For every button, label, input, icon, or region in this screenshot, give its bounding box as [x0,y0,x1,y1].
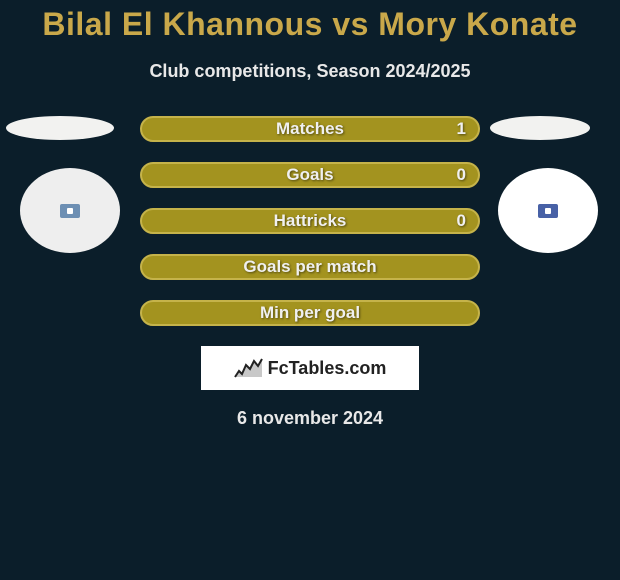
flag-icon [538,204,558,218]
stat-bar-value: 0 [457,165,466,185]
stat-bar-label: Min per goal [260,303,360,323]
flag-inner-icon [67,208,73,214]
stat-bar-value: 0 [457,211,466,231]
stat-bar: Matches 1 [140,116,480,142]
comparison-stage: Matches 1 Goals 0 Hattricks 0 Goals per match M… [0,116,620,429]
stat-bar: Goals 0 [140,162,480,188]
player-right-badge [498,168,598,253]
player-right-ellipse [490,116,590,140]
stat-bar: Goals per match [140,254,480,280]
date-label: 6 november 2024 [0,408,620,429]
stat-bar-label: Matches [276,119,344,139]
stat-bar-label: Hattricks [274,211,347,231]
stat-bar: Hattricks 0 [140,208,480,234]
stat-bar: Min per goal [140,300,480,326]
stat-bars: Matches 1 Goals 0 Hattricks 0 Goals per match M… [140,116,480,326]
flag-icon [60,204,80,218]
stat-bar-label: Goals [286,165,333,185]
page-title: Bilal El Khannous vs Mory Konate [0,0,620,43]
stat-bar-value: 1 [457,119,466,139]
stat-bar-label: Goals per match [243,257,376,277]
player-left-ellipse [6,116,114,140]
site-logo: FcTables.com [201,346,419,390]
logo-wave-icon [234,357,264,379]
subtitle: Club competitions, Season 2024/2025 [0,61,620,82]
player-left-badge [20,168,120,253]
flag-inner-icon [545,208,551,214]
logo-text: FcTables.com [268,358,387,379]
